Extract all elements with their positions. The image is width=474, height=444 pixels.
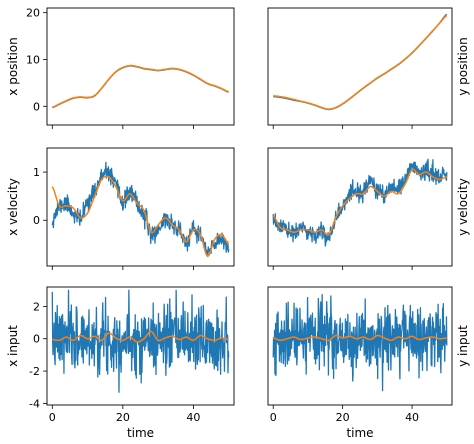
y-tick-label: 0: [33, 214, 40, 227]
estimate-series-line: [51, 175, 230, 258]
x-tick-label: 40: [405, 411, 419, 424]
x-axis-label: time: [346, 426, 373, 440]
y-tick-label: 0: [33, 100, 40, 113]
subplot-x-position: 0 10 20 x position: [6, 7, 235, 129]
subplot-y-input: 0 20 40 y input time: [267, 286, 470, 440]
subplot-y-position: y position: [267, 7, 470, 129]
estimate-series-line: [273, 14, 448, 110]
estimate-series-line: [273, 334, 447, 342]
subplot-x-input: 0 20 40 -4 -2 0 2 x input time: [6, 286, 235, 440]
x-tick-label: 20: [336, 411, 350, 424]
measured-series-line: [51, 289, 230, 393]
estimate-series-line: [272, 168, 447, 236]
estimate-series-line: [52, 330, 229, 343]
measured-series-line: [52, 65, 229, 109]
axes-frame: [46, 286, 235, 406]
y-axis-label: x position: [6, 37, 20, 95]
y-tick-label: 1: [33, 166, 40, 179]
axes-frame: [267, 147, 453, 267]
axes-frame: [46, 7, 235, 126]
y-axis-label: y input: [456, 325, 470, 367]
axes-frame: [46, 147, 235, 267]
measured-series-line: [273, 13, 448, 111]
subplot-y-velocity: y velocity: [267, 147, 470, 270]
y-tick-label: 20: [26, 7, 40, 20]
y-tick-label: -2: [29, 365, 40, 378]
measured-series-line: [272, 158, 448, 247]
y-axis-label: x velocity: [6, 178, 20, 236]
x-tick-label: 0: [49, 411, 56, 424]
measured-series-line: [272, 294, 448, 392]
y-axis-label: y velocity: [456, 178, 470, 236]
y-tick-label: 10: [26, 53, 40, 66]
y-axis-label: x input: [6, 325, 20, 367]
y-tick-label: 0: [33, 333, 40, 346]
y-axis-label: y position: [456, 37, 470, 95]
axes-frame: [267, 7, 453, 126]
y-tick-label: -4: [29, 397, 40, 410]
x-axis-label: time: [127, 426, 154, 440]
y-tick-label: 2: [33, 300, 40, 313]
x-tick-label: 40: [186, 411, 200, 424]
x-tick-label: 0: [270, 411, 277, 424]
axes-frame: [267, 286, 453, 406]
estimate-series-line: [52, 64, 229, 108]
x-tick-label: 20: [116, 411, 130, 424]
subplot-x-velocity: 0 1 x velocity: [6, 147, 235, 270]
